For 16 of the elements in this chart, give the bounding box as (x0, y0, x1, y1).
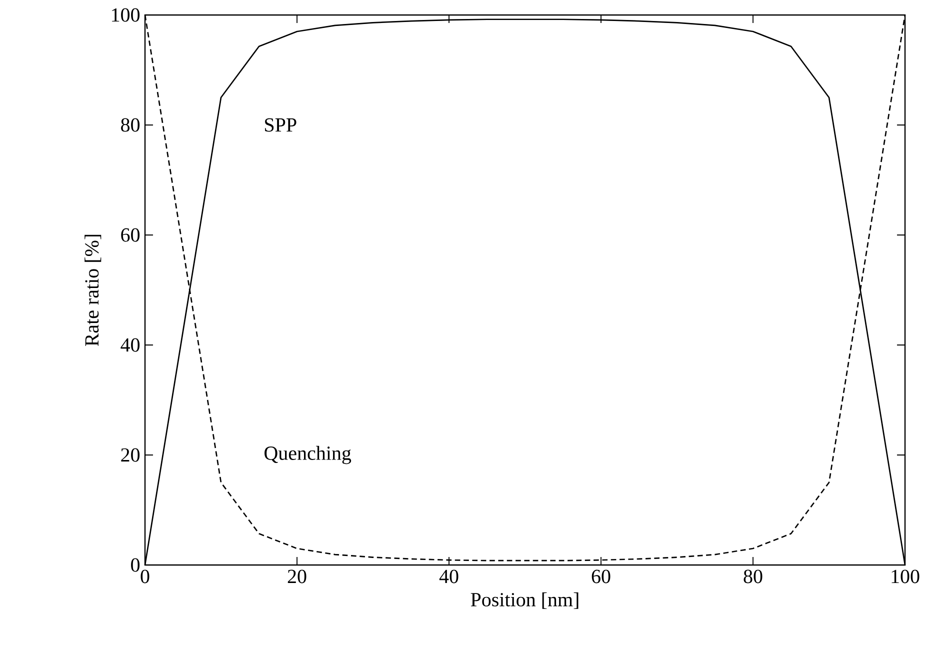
x-tick-label: 0 (140, 570, 150, 584)
y-tick-label: 0 (131, 558, 140, 572)
y-tick-label: 40 (120, 338, 140, 352)
y-axis-title: Rate ratio [%] (84, 234, 102, 346)
y-tick-label: 80 (121, 118, 140, 132)
x-tick-label: 60 (592, 570, 610, 584)
y-tick-label: 100 (112, 8, 140, 22)
text: Quenching (264, 446, 352, 464)
text: SPP (265, 118, 296, 132)
x-axis-title: Position [nm] (470, 592, 578, 609)
y-tick-label: 60 (121, 228, 140, 242)
x-tick-label: 20 (288, 570, 306, 584)
y-tick-label: 20 (121, 448, 140, 462)
x-tick-label: 100 (892, 570, 920, 584)
x-tick-label: 40 (439, 570, 458, 584)
x-tick-label: 80 (744, 570, 762, 584)
